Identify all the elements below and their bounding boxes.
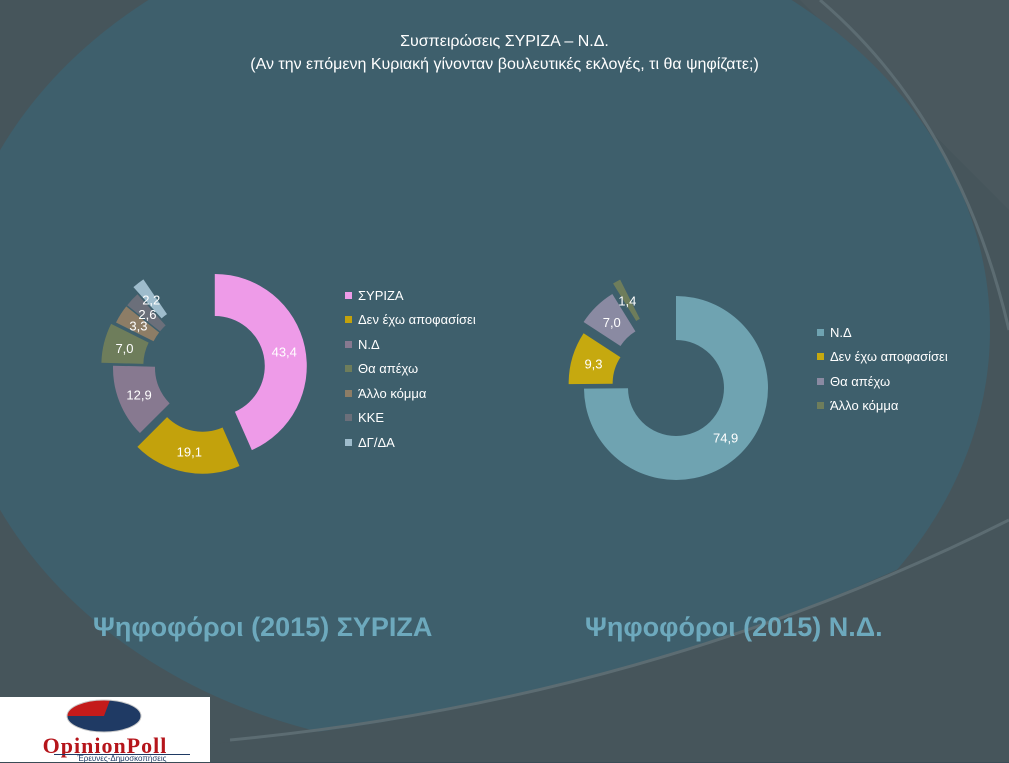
slice-data-label: 19,1 — [177, 445, 202, 460]
legend-item: ΚΚΕ — [345, 406, 476, 431]
legend-label: ΔΓ/ΔΑ — [358, 434, 395, 450]
legend-item: ΔΓ/ΔΑ — [345, 430, 476, 455]
legend-swatch — [345, 365, 352, 373]
donut-slice — [112, 365, 170, 434]
legend-label: Δεν έχω αποφασίσει — [358, 312, 476, 328]
legend-item: Θα απέχω — [817, 369, 948, 394]
legend-item: Δεν έχω αποφασίσει — [345, 308, 476, 333]
donut-slice — [116, 306, 160, 342]
legend-nd-voters: Ν.Δ Δεν έχω αποφασίσει Θα απέχω Άλλο κόμμα — [817, 320, 948, 418]
caption-syriza-voters: Ψηφοφόροι (2015) ΣΥΡΙΖΑ — [93, 612, 433, 642]
legend-swatch — [345, 291, 352, 299]
legend-label: Άλλο κόμμα — [358, 385, 427, 401]
slice-data-label: 7,0 — [115, 341, 133, 356]
legend-item: Άλλο κόμμα — [817, 394, 948, 419]
legend-item: Ν.Δ — [345, 332, 476, 357]
legend-swatch — [817, 377, 824, 385]
legend-swatch — [345, 389, 352, 397]
legend-label: Άλλο κόμμα — [830, 398, 899, 414]
donut-slice — [137, 417, 240, 474]
donut-slice — [568, 333, 621, 385]
opinionpoll-logo: OpinionPoll Έρευνες-Δημοσκοπήσεις — [0, 697, 210, 763]
donut-slice — [584, 296, 768, 480]
legend-swatch — [817, 353, 824, 361]
donut-slice — [127, 294, 166, 332]
legend-item: Δεν έχω αποφασίσει — [817, 345, 948, 370]
chart-title-line-1: Συσπειρώσεις ΣΥΡΙΖΑ – Ν.Δ. — [400, 33, 609, 50]
slice-data-label: 74,9 — [713, 430, 738, 445]
donut-slice — [583, 293, 636, 347]
logo-tagline: Έρευνες-Δημοσκοπήσεις — [54, 754, 190, 763]
slice-data-label: 7,0 — [603, 315, 621, 330]
legend-syriza-voters: ΣΥΡΙΖΑ Δεν έχω αποφασίσει Ν.Δ Θα απέχω Άλλο … — [345, 283, 476, 455]
slice-data-label: 2,2 — [142, 293, 160, 308]
slice-data-label: 12,9 — [126, 387, 151, 402]
legend-label: Ν.Δ — [830, 324, 852, 340]
caption-nd-voters: Ψηφοφόροι (2015) Ν.Δ. — [585, 612, 883, 642]
legend-item: Θα απέχω — [345, 357, 476, 382]
legend-label: Δεν έχω αποφασίσει — [830, 349, 948, 365]
legend-item: Ν.Δ — [817, 320, 948, 345]
legend-label: Ν.Δ — [358, 336, 380, 352]
legend-swatch — [345, 316, 352, 324]
slice-data-label: 2,6 — [138, 307, 156, 322]
legend-label: ΚΚΕ — [358, 410, 385, 426]
logo-wordmark: OpinionPoll — [42, 733, 168, 758]
donut-slice — [101, 323, 149, 364]
legend-item: ΣΥΡΙΖΑ — [345, 283, 476, 308]
legend-swatch — [817, 402, 824, 410]
legend-label: Θα απέχω — [358, 361, 419, 377]
donut-slice — [214, 273, 307, 451]
legend-swatch — [345, 414, 352, 422]
legend-swatch — [817, 328, 824, 336]
legend-item: Άλλο κόμμα — [345, 381, 476, 406]
slice-data-label: 1,4 — [618, 294, 636, 309]
legend-label: Θα απέχω — [830, 373, 891, 389]
legend-label: ΣΥΡΙΖΑ — [358, 287, 404, 303]
logo-globe-icon — [66, 699, 142, 733]
donut-slice — [133, 279, 168, 319]
slice-data-label: 3,3 — [129, 318, 147, 333]
slice-data-label: 43,4 — [272, 344, 297, 359]
chart-title-line-2: (Αν την επόμενη Κυριακή γίνονταν βουλευτ… — [250, 56, 759, 73]
legend-swatch — [345, 340, 352, 348]
slice-data-label: 9,3 — [584, 357, 602, 372]
legend-swatch — [345, 438, 352, 446]
donut-slice — [613, 279, 640, 321]
